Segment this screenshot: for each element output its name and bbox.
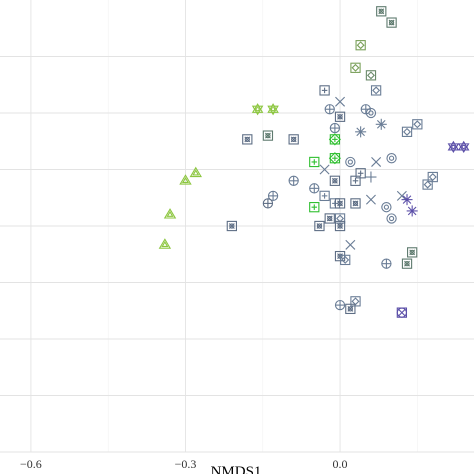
data-point bbox=[329, 175, 341, 186]
data-point bbox=[328, 133, 341, 146]
data-point bbox=[350, 198, 361, 209]
data-point bbox=[324, 104, 335, 115]
data-point bbox=[365, 194, 376, 205]
data-point bbox=[226, 220, 238, 232]
data-point bbox=[457, 140, 470, 154]
data-point bbox=[335, 96, 346, 107]
data-point bbox=[319, 85, 330, 96]
data-point bbox=[381, 258, 392, 269]
data-point bbox=[242, 134, 253, 145]
data-point bbox=[189, 166, 202, 178]
data-point bbox=[288, 175, 299, 186]
data-point bbox=[350, 62, 361, 73]
x-tick-label: −0.6 bbox=[20, 457, 42, 471]
data-point bbox=[329, 122, 341, 134]
data-point bbox=[406, 205, 418, 217]
data-point bbox=[163, 208, 177, 219]
data-point bbox=[370, 85, 382, 96]
data-point bbox=[381, 202, 392, 213]
points-layer bbox=[158, 6, 470, 318]
data-point bbox=[365, 107, 377, 119]
x-tick-label: 0.0 bbox=[333, 457, 348, 471]
data-point bbox=[401, 258, 413, 269]
data-point bbox=[324, 213, 335, 224]
data-point bbox=[355, 126, 367, 138]
data-point bbox=[262, 198, 274, 209]
data-point bbox=[334, 111, 346, 122]
data-point bbox=[371, 156, 382, 167]
data-point bbox=[365, 70, 377, 81]
data-point bbox=[447, 140, 460, 154]
data-point bbox=[355, 40, 366, 51]
data-point bbox=[386, 153, 397, 164]
data-point bbox=[345, 156, 356, 168]
data-point bbox=[376, 6, 387, 17]
data-point bbox=[401, 194, 413, 206]
data-point bbox=[158, 238, 172, 249]
data-point bbox=[309, 156, 320, 168]
x-tick-label: −0.3 bbox=[175, 457, 197, 471]
data-point bbox=[314, 220, 325, 232]
data-point bbox=[319, 164, 330, 175]
data-point bbox=[350, 175, 361, 186]
data-point bbox=[422, 179, 433, 190]
data-point bbox=[309, 202, 320, 213]
data-point bbox=[396, 307, 408, 318]
data-point bbox=[334, 220, 346, 232]
data-point bbox=[396, 190, 407, 201]
data-point bbox=[328, 152, 341, 165]
data-point bbox=[267, 190, 279, 202]
x-tick-labels: −0.6 −0.3 0.0 bbox=[20, 457, 348, 471]
data-point bbox=[375, 118, 387, 130]
data-point bbox=[262, 130, 274, 141]
data-point bbox=[334, 299, 346, 311]
data-point bbox=[179, 174, 192, 185]
data-point bbox=[401, 126, 413, 137]
data-point bbox=[407, 247, 418, 258]
data-point bbox=[334, 250, 346, 262]
data-point bbox=[267, 103, 279, 116]
data-point bbox=[340, 254, 351, 266]
data-point bbox=[386, 213, 397, 224]
data-point bbox=[309, 183, 320, 194]
data-point bbox=[288, 134, 299, 145]
data-point bbox=[334, 198, 346, 209]
x-axis-title: NMDS1 bbox=[211, 464, 262, 474]
data-point bbox=[319, 190, 330, 202]
data-point bbox=[345, 239, 356, 250]
data-point bbox=[365, 171, 377, 183]
data-point bbox=[386, 17, 397, 28]
data-point bbox=[412, 119, 423, 130]
data-point bbox=[345, 303, 356, 315]
data-point bbox=[251, 103, 264, 116]
